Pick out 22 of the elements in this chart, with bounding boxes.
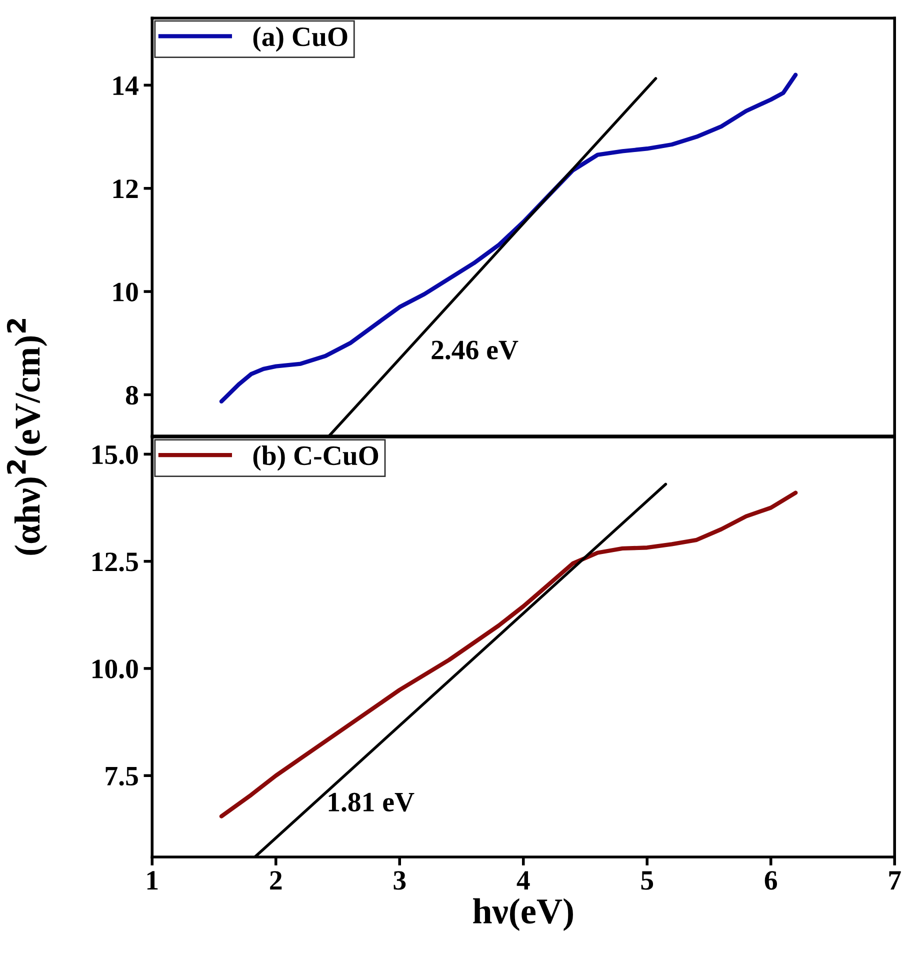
x-tick-label: 5 — [641, 871, 654, 890]
y-tick-label: 8 — [126, 386, 138, 405]
y-tick-label: 15.0 — [92, 445, 138, 464]
y-tick-label: 14 — [113, 76, 138, 95]
x-tick-label: 6 — [764, 871, 777, 890]
x-tick-label: 3 — [394, 871, 406, 890]
legend-label: (a) CuO — [253, 26, 348, 52]
x-tick-label: 4 — [516, 871, 530, 890]
x-tick-label: 1 — [147, 871, 158, 890]
x-tick-label: 2 — [270, 871, 282, 890]
line-series — [219, 490, 798, 818]
y-tick-label: 10 — [113, 282, 138, 302]
annotation: 2.46 eV — [432, 340, 518, 360]
y-tick-label: 12 — [113, 180, 138, 198]
y-tick-label: 7.5 — [106, 767, 138, 786]
x-tick-label: 7 — [889, 871, 901, 890]
y-tick-label: 12.5 — [92, 552, 138, 572]
annotation: 1.81 eV — [328, 792, 414, 812]
y-axis-title: (αhν)$^{2}$(eV/cm)$^{2}$ — [6, 319, 48, 555]
legend-label: (b) C-CuO — [253, 446, 378, 471]
y-tick-label: 10.0 — [92, 660, 138, 678]
x-axis-title: hν(eV) — [473, 898, 573, 931]
